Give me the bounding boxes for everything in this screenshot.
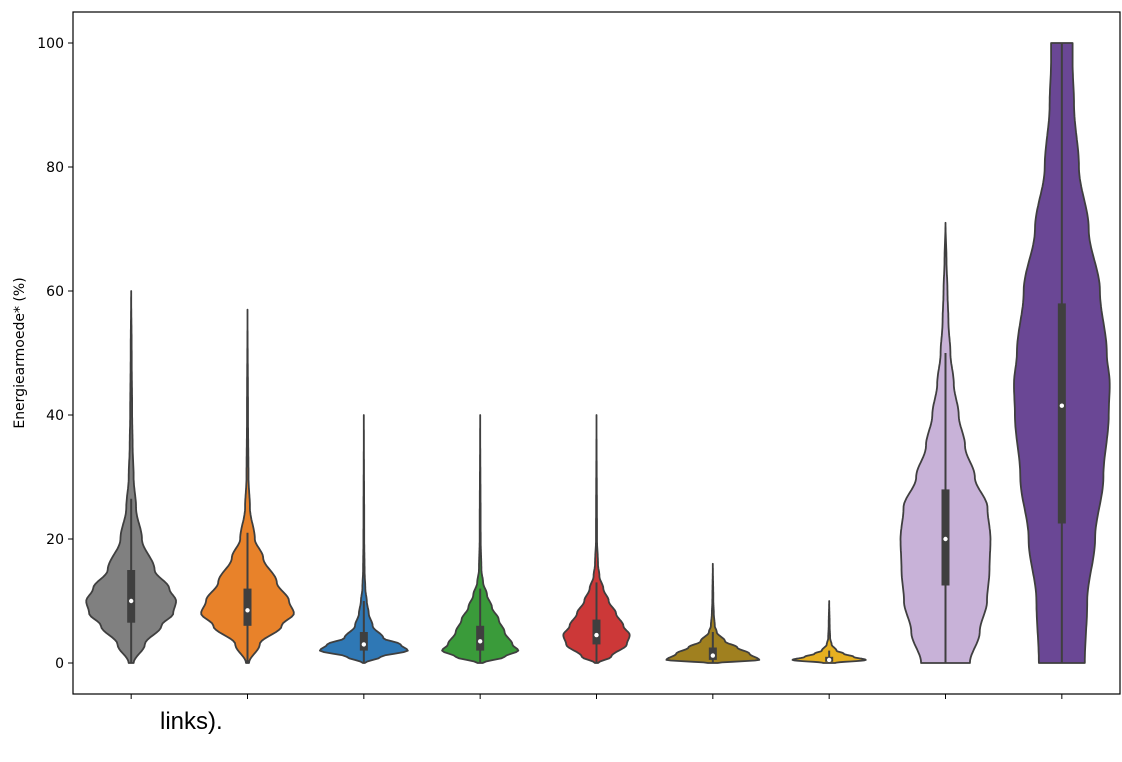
y-tick-label-20: 20 bbox=[46, 532, 64, 548]
iqr-box-li bbox=[127, 570, 136, 623]
median-dot-lilek bbox=[710, 653, 716, 658]
iqr-box-lilek bbox=[476, 625, 485, 651]
median-dot-lihk bbox=[361, 642, 367, 647]
median-dot-hlek bbox=[1059, 403, 1065, 408]
y-tick-label-40: 40 bbox=[46, 408, 64, 424]
iqr-box-hlek bbox=[1057, 303, 1066, 524]
median-dot-li bbox=[128, 598, 134, 604]
median-dot-lihk-of-lilek bbox=[594, 632, 599, 638]
axes-group: LIHEQLIHKLILEKLIHK of LILEKLILEK-LILEK+e… bbox=[12, 11, 1121, 699]
iqr-box-lihk-of-lilek bbox=[592, 619, 601, 645]
caption-text: links). bbox=[160, 708, 223, 735]
median-dot-heq bbox=[245, 608, 250, 613]
median-dot-lilek bbox=[826, 657, 832, 663]
violin-lilek bbox=[665, 562, 761, 664]
y-tick-label-0: 0 bbox=[55, 656, 64, 672]
plot-frame bbox=[72, 11, 1121, 695]
violin-chart: LIHEQLIHKLILEKLIHK of LILEKLILEK-LILEK+e… bbox=[12, 11, 1121, 699]
y-tick-label-100: 100 bbox=[37, 36, 64, 52]
iqr-box-heq bbox=[243, 588, 252, 626]
iqr-box-lihk bbox=[359, 632, 368, 651]
median-dot-lilek bbox=[477, 639, 483, 644]
violin-li bbox=[85, 290, 177, 664]
violin-heq bbox=[200, 308, 295, 664]
median-dot-elek bbox=[943, 536, 948, 542]
y-tick-label-60: 60 bbox=[46, 284, 64, 300]
y-axis-label: Energiearmoede* (%) bbox=[12, 277, 28, 428]
violin-lilek bbox=[791, 600, 867, 664]
y-tick-label-80: 80 bbox=[46, 160, 64, 176]
violin-lihk-of-lilek bbox=[562, 414, 631, 664]
violins-group bbox=[85, 42, 1111, 664]
violin-lihk bbox=[319, 414, 409, 664]
violin-lilek bbox=[441, 414, 520, 664]
